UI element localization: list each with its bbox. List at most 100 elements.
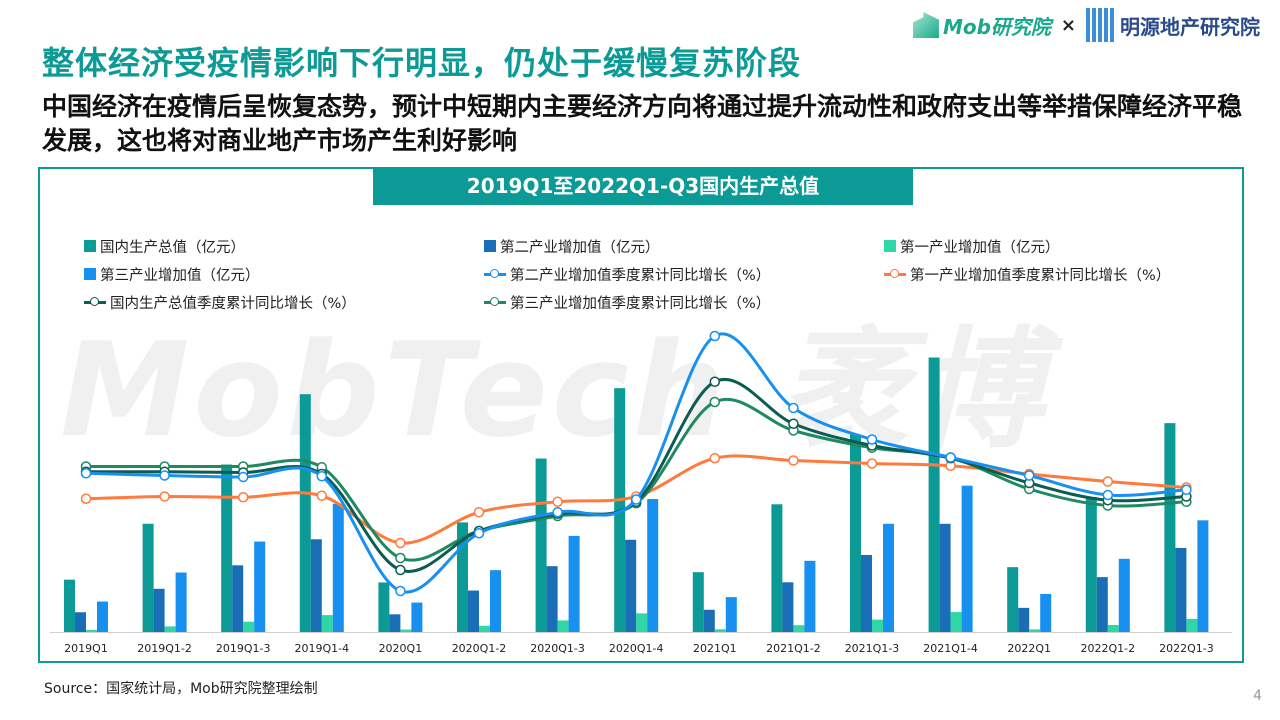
bar-1-2019Q1 <box>75 612 86 632</box>
bar-3-2020Q1-2 <box>490 570 501 632</box>
legend-swatch <box>84 268 96 280</box>
bar-3-2020Q1 <box>411 602 423 632</box>
bar-0-2020Q1-3 <box>535 458 547 632</box>
bar-3-2019Q1-2 <box>175 572 187 632</box>
legend-gdp-growth: 国内生产总值季度累计同比增长（%） <box>84 292 484 312</box>
legend-line-marker <box>84 296 106 308</box>
chart-title: 2019Q1至2022Q1-Q3国内生产总值 <box>373 167 913 205</box>
bar-2-2020Q1-3 <box>557 620 569 632</box>
legend-label: 第三产业增加值（亿元） <box>100 267 260 284</box>
chart-legend: 国内生产总值（亿元） 第二产业增加值（亿元） 第一产业增加值（亿元） 第三产业增… <box>84 236 1234 312</box>
line-point-1-2019Q1-2 <box>159 491 170 502</box>
x-tick-label: 2022Q1 <box>1007 642 1051 655</box>
line-point-0-2020Q1-4 <box>630 494 642 505</box>
legend-line-marker <box>484 296 506 308</box>
mob-logo: Mob研究院 <box>912 11 1051 40</box>
legend-gdp: 国内生产总值（亿元） <box>84 236 484 256</box>
line-point-0-2022Q1 <box>1023 470 1035 481</box>
bar-3-2022Q1-3 <box>1197 520 1209 632</box>
bar-0-2021Q1-3 <box>850 434 861 632</box>
bar-3-2021Q1-2 <box>804 560 816 632</box>
line-point-1-2021Q1-3 <box>866 458 878 469</box>
bar-2-2019Q1 <box>86 629 97 632</box>
x-tick-label: 2019Q1-3 <box>216 642 271 655</box>
legend-primary: 第一产业增加值（亿元） <box>884 236 1234 256</box>
line-point-0-2021Q1-2 <box>788 402 799 414</box>
bar-1-2020Q1-2 <box>468 590 479 632</box>
line-point-1-2020Q1-2 <box>473 507 485 518</box>
x-tick-label: 2022Q1-3 <box>1159 642 1214 655</box>
bar-0-2020Q1-2 <box>457 522 468 632</box>
bar-1-2022Q1-2 <box>1096 577 1108 632</box>
bar-1-2019Q1-4 <box>310 539 322 632</box>
legend-label: 国内生产总值（亿元） <box>100 239 245 256</box>
bar-3-2022Q1-2 <box>1118 558 1130 632</box>
line-point-2-2020Q1 <box>395 564 406 576</box>
legend-label: 国内生产总值季度累计同比增长（%） <box>110 295 356 312</box>
x-tick-label: 2022Q1-2 <box>1080 642 1135 655</box>
bar-2-2020Q1 <box>400 629 412 632</box>
bar-0-2019Q1-3 <box>221 464 233 632</box>
bar-2-2019Q1-2 <box>164 626 176 632</box>
bar-2-2019Q1-4 <box>321 615 333 632</box>
bar-0-2022Q1 <box>1007 567 1019 632</box>
bar-2-2019Q1-3 <box>243 621 255 632</box>
legend-label: 第三产业增加值季度累计同比增长（%） <box>510 295 771 312</box>
line-point-1-2020Q1 <box>395 537 406 549</box>
bar-2-2021Q1-4 <box>950 612 962 632</box>
legend-label: 第二产业增加值（亿元） <box>500 239 660 256</box>
x-tick-label: 2021Q1 <box>693 642 737 655</box>
line-point-3-2020Q1 <box>395 552 406 564</box>
bar-2-2022Q1-2 <box>1107 625 1119 632</box>
bar-0-2019Q1 <box>64 579 75 632</box>
bar-2-2022Q1 <box>1029 629 1041 632</box>
line-point-0-2019Q1-3 <box>237 471 249 483</box>
line-point-0-2021Q1-3 <box>866 434 878 445</box>
bar-3-2021Q1-3 <box>883 523 894 632</box>
line-point-2-2021Q1 <box>709 376 721 387</box>
line-point-0-2020Q1 <box>395 585 406 597</box>
bar-3-2019Q1 <box>97 601 108 632</box>
bar-3-2019Q1-4 <box>332 503 344 632</box>
x-tick-label: 2020Q1 <box>379 642 423 655</box>
line-point-0-2021Q1-4 <box>945 452 956 463</box>
page-number: 4 <box>1253 688 1262 704</box>
partner-logo: 明源地产研究院 <box>1086 8 1260 42</box>
legend-secondary: 第二产业增加值（亿元） <box>484 236 884 256</box>
line-point-0-2022Q1-3 <box>1181 484 1192 495</box>
bar-1-2022Q1-3 <box>1175 547 1187 632</box>
legend-swatch <box>884 240 896 252</box>
line-point-0-2020Q1-3 <box>552 507 563 518</box>
x-tick-label: 2020Q1-4 <box>609 642 664 655</box>
line-point-0-2020Q1-2 <box>473 528 485 539</box>
line-point-1-2021Q1-2 <box>788 455 799 466</box>
legend-label: 第一产业增加值季度累计同比增长（%） <box>910 267 1171 284</box>
legend-line-marker <box>884 268 906 280</box>
bar-3-2021Q1-4 <box>961 485 973 632</box>
line-point-0-2021Q1 <box>709 330 721 342</box>
line-point-1-2022Q1-2 <box>1102 476 1114 487</box>
bar-0-2021Q1-2 <box>771 504 783 632</box>
bar-1-2021Q1-4 <box>939 523 951 632</box>
legend-secondary-growth: 第二产业增加值季度累计同比增长（%） <box>484 264 884 284</box>
bar-0-2019Q1-2 <box>142 523 154 632</box>
bar-3-2021Q1 <box>725 597 737 632</box>
bar-0-2021Q1 <box>692 572 704 632</box>
bar-3-2020Q1-3 <box>568 535 580 632</box>
bar-1-2021Q1-2 <box>782 582 794 632</box>
bar-1-2020Q1-3 <box>546 566 558 632</box>
legend-label: 第二产业增加值季度累计同比增长（%） <box>510 267 771 284</box>
bar-1-2020Q1-4 <box>625 539 637 632</box>
bar-2-2021Q1-2 <box>793 625 805 632</box>
x-tick-label: 2019Q1-2 <box>137 642 192 655</box>
logos: Mob研究院 × 明源地产研究院 <box>912 8 1260 42</box>
x-tick-label: 2021Q1-2 <box>766 642 821 655</box>
legend-tertiary-growth: 第三产业增加值季度累计同比增长（%） <box>484 292 884 312</box>
bar-3-2020Q1-4 <box>647 499 659 632</box>
line-point-0-2019Q1 <box>80 468 92 479</box>
bar-2-2020Q1-4 <box>636 613 648 632</box>
partner-book-icon <box>1086 8 1116 42</box>
legend-line-marker <box>484 268 506 280</box>
line-point-0-2019Q1-2 <box>159 470 170 481</box>
line-point-0-2022Q1-2 <box>1102 489 1114 501</box>
